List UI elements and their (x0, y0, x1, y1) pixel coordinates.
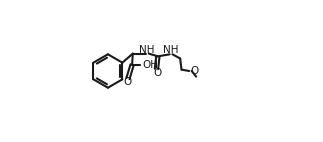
Text: NH: NH (163, 45, 178, 55)
Text: NH: NH (139, 45, 154, 55)
Text: OH: OH (142, 60, 159, 70)
Text: O: O (123, 77, 131, 87)
Text: O: O (190, 66, 199, 76)
Text: O: O (153, 68, 161, 78)
